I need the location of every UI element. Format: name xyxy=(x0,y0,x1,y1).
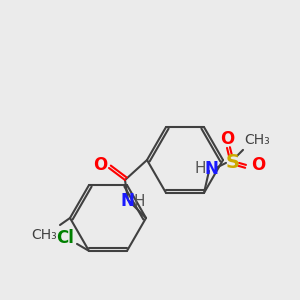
Text: CH₃: CH₃ xyxy=(244,133,270,147)
Text: N: N xyxy=(120,192,134,210)
Text: S: S xyxy=(226,153,240,172)
Text: O: O xyxy=(93,156,107,174)
Text: H: H xyxy=(194,161,206,176)
Text: O: O xyxy=(220,130,234,148)
Text: O: O xyxy=(251,156,265,174)
Text: CH₃: CH₃ xyxy=(31,228,57,242)
Text: H: H xyxy=(133,194,145,208)
Text: N: N xyxy=(204,160,218,178)
Text: Cl: Cl xyxy=(56,229,74,247)
